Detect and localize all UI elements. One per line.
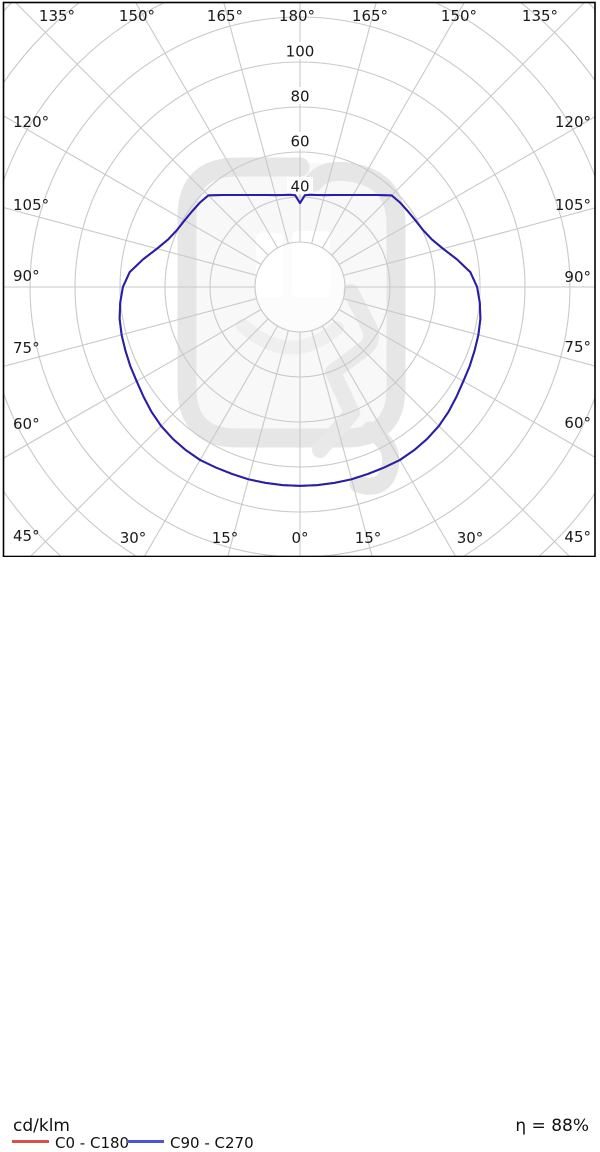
angle-tick-label: 90°	[564, 268, 591, 286]
curve-c90-c270	[118, 193, 482, 487]
angle-tick-label: 15°	[355, 529, 382, 547]
grid-spoke	[331, 318, 571, 557]
angle-tick-label: 105°	[555, 196, 591, 214]
ring-label-halo	[287, 87, 313, 104]
legend-swatch-c90-c270	[127, 1140, 164, 1143]
grid-spoke	[3, 206, 257, 276]
angle-tick-label: 15°	[212, 529, 239, 547]
grid-spoke	[223, 2, 289, 244]
grid-spoke	[343, 298, 595, 367]
angle-tick-label: 105°	[13, 196, 49, 214]
ring-label-halo	[282, 42, 318, 59]
watermark-glyph-bolt	[312, 284, 380, 458]
angle-tick-label: 120°	[555, 113, 591, 131]
angle-tick-label: 135°	[39, 7, 75, 25]
grid-spoke	[338, 116, 595, 265]
grid-spoke	[322, 325, 457, 557]
polar-photometric-chart: 40 60 80 100 135° 150° 165° 180° 165° 150° 135° 120…	[2, 1, 596, 558]
efficiency-value: η = 88%	[515, 1116, 589, 1136]
grid-spoke	[311, 2, 377, 244]
legend-label-c90-c270: C90 - C270	[170, 1134, 254, 1152]
grid-spoke	[322, 2, 465, 249]
polar-chart-canvas: 40 60 80 100 135° 150° 165° 180° 165° 150° 135° 120…	[2, 1, 596, 558]
watermark-tail	[349, 421, 400, 495]
angle-tick-label: 135°	[522, 7, 558, 25]
angle-tick-label: 90°	[13, 267, 40, 285]
grid-spoke	[3, 309, 262, 459]
angle-tick-label: 30°	[120, 529, 147, 547]
ring-tick-label: 100	[286, 43, 315, 61]
angle-tick-label: 165°	[207, 7, 243, 25]
grid-spoke	[3, 298, 257, 368]
unit-label: cd/klm	[13, 1116, 70, 1136]
intensity-curves	[118, 193, 482, 487]
angle-tick-label: 75°	[564, 338, 591, 356]
angle-tick-label: 45°	[13, 527, 40, 545]
angle-tick-label: 60°	[13, 415, 40, 433]
angle-tick-label: 30°	[457, 529, 484, 547]
ring-label-halo	[287, 132, 313, 149]
angle-tick-label: 150°	[119, 7, 155, 25]
angle-tick-label: 150°	[441, 7, 477, 25]
grid-spoke	[143, 325, 278, 557]
grid-spoke	[227, 330, 289, 557]
center-disc	[256, 243, 344, 331]
ring-label-halo	[287, 177, 313, 194]
grid-spoke	[343, 207, 595, 276]
grid-spoke	[331, 2, 586, 256]
ring-tick-label: 40	[290, 178, 309, 196]
ring-tick-label: 80	[290, 88, 309, 106]
grid-spoke	[3, 115, 262, 265]
angle-tick-label: 120°	[13, 113, 49, 131]
grid-spoke	[311, 330, 373, 557]
chart-footer: cd/klm C0 - C180 C90 - C270 η = 88%	[0, 557, 600, 1152]
legend-swatch-c0-c180	[12, 1140, 49, 1143]
angle-tick-label: 75°	[13, 339, 40, 357]
angle-tick-label: 165°	[352, 7, 388, 25]
chart-border	[2, 1, 596, 558]
grid-spoke	[29, 318, 269, 557]
angle-tick-label: 60°	[564, 414, 591, 432]
polar-grid	[3, 2, 595, 557]
grid-spoke	[14, 2, 269, 256]
grid-spoke	[135, 2, 278, 249]
angle-tick-label: 0°	[291, 529, 308, 547]
legend-label-c0-c180: C0 - C180	[55, 1134, 130, 1152]
ring-tick-label: 60	[290, 133, 309, 151]
grid-spoke	[338, 309, 595, 458]
angle-tick-label: 180°	[279, 7, 315, 25]
angle-tick-label: 45°	[564, 528, 591, 546]
